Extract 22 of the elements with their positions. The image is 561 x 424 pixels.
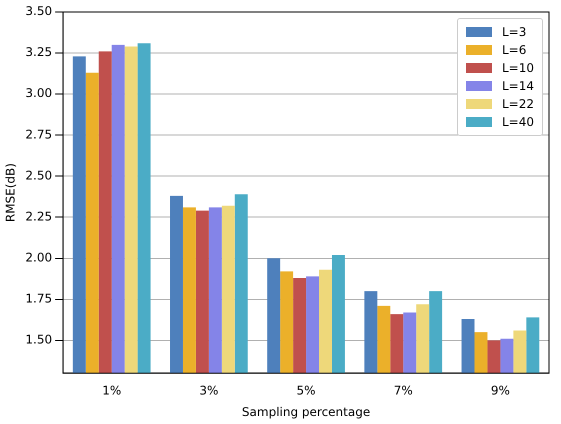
x-tick-label: 9% <box>490 384 510 398</box>
x-tick-label: 1% <box>102 384 122 398</box>
y-tick-label: 3.00 <box>25 86 52 100</box>
legend-label: L=3 <box>502 25 526 39</box>
y-tick-label: 2.00 <box>25 250 52 264</box>
y-tick-label: 3.25 <box>25 45 52 60</box>
x-axis-title: Sampling percentage <box>242 404 370 419</box>
y-tick-label: 2.25 <box>25 209 52 224</box>
legend-label: L=6 <box>502 43 526 57</box>
y-tick-label: 1.75 <box>25 291 52 306</box>
legend-label: L=10 <box>502 61 534 75</box>
y-tick-label: 1.50 <box>25 332 52 346</box>
x-tick-label: 3% <box>199 384 218 398</box>
x-tick-label: 5% <box>296 384 316 398</box>
legend-label: L=14 <box>502 79 534 93</box>
y-axis-title: RMSE(dB) <box>3 163 18 222</box>
legend-label: L=22 <box>502 97 534 111</box>
x-tick-label: 7% <box>394 384 413 398</box>
legend-label: L=40 <box>502 115 534 129</box>
y-tick-label: 2.50 <box>25 168 52 182</box>
y-tick-label: 2.75 <box>25 127 52 142</box>
y-tick-label: 3.50 <box>25 4 52 18</box>
